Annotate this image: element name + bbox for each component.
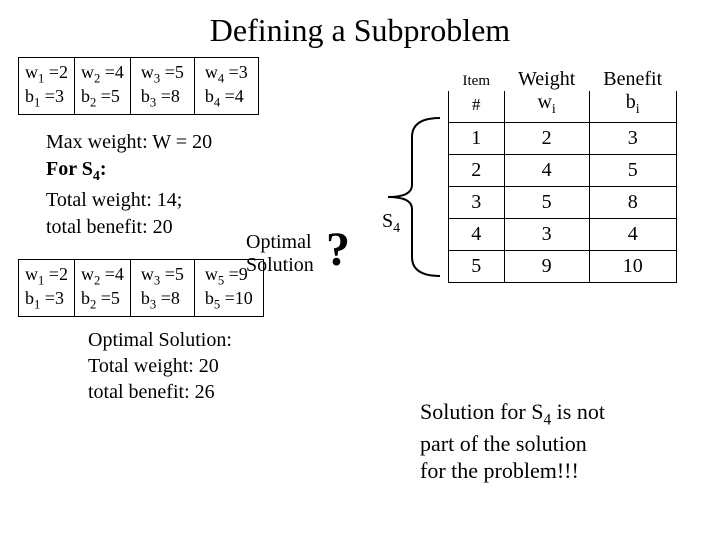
- conc-l3: for the problem!!!: [420, 458, 579, 483]
- cell-w: 3: [504, 219, 589, 251]
- table-row: 245: [449, 155, 677, 187]
- mid-l3: Total weight: 14;: [46, 189, 182, 211]
- optimal-l2: Solution: [246, 254, 314, 276]
- optimal-label: Optimal Solution: [246, 231, 314, 277]
- conc-l1b: is not: [551, 399, 605, 424]
- cell-w: 5: [504, 187, 589, 219]
- cell-n: 3: [449, 187, 505, 219]
- item-box: w1 =2b1 =3: [18, 259, 75, 317]
- cell-b: 8: [589, 187, 676, 219]
- th-item: Item: [449, 64, 505, 91]
- conclusion-text: Solution for S4 is not part of the solut…: [420, 398, 605, 485]
- cell-b: 5: [589, 155, 676, 187]
- th-wi: wi: [504, 91, 589, 123]
- cell-b: 10: [589, 251, 676, 283]
- cell-b: 4: [589, 219, 676, 251]
- table-row: 5910: [449, 251, 677, 283]
- table-row: 358: [449, 187, 677, 219]
- cell-n: 5: [449, 251, 505, 283]
- cell-w: 9: [504, 251, 589, 283]
- cell-w: 2: [504, 123, 589, 155]
- bottom-l3: total benefit: 26: [88, 381, 215, 403]
- item-box: w2 =4b2 =5: [74, 259, 131, 317]
- bottom-text-block: Optimal Solution: Total weight: 20 total…: [88, 327, 702, 405]
- cell-w: 4: [504, 155, 589, 187]
- mid-l2b: :: [100, 158, 107, 180]
- cell-n: 4: [449, 219, 505, 251]
- cell-n: 2: [449, 155, 505, 187]
- question-mark: ?: [326, 222, 350, 277]
- cell-b: 3: [589, 123, 676, 155]
- page-title: Defining a Subproblem: [0, 0, 720, 57]
- mid-l2sub: 4: [93, 169, 100, 184]
- item-box: w2 =4b2 =5: [74, 57, 131, 115]
- th-hash: #: [449, 91, 505, 123]
- table-row: 123: [449, 123, 677, 155]
- cell-n: 1: [449, 123, 505, 155]
- mid-l1a: Max weight: W =: [46, 131, 192, 153]
- bottom-l2: Total weight: 20: [88, 355, 219, 377]
- table-row: 434: [449, 219, 677, 251]
- th-weight: Weight: [504, 64, 589, 91]
- item-box: w4 =3b4 =4: [194, 57, 259, 115]
- item-box: w1 =2b1 =3: [18, 57, 75, 115]
- th-bi: bi: [589, 91, 676, 123]
- conc-l1a: Solution for S: [420, 399, 543, 424]
- item-box: w3 =5b3 =8: [130, 259, 195, 317]
- bottom-l1: Optimal Solution:: [88, 329, 232, 351]
- item-box: w3 =5b3 =8: [130, 57, 195, 115]
- mid-l4: total benefit: 20: [46, 216, 173, 238]
- conc-l2: part of the solution: [420, 431, 587, 456]
- curly-bracket: [360, 118, 440, 276]
- mid-l2a: For S: [46, 158, 93, 180]
- optimal-l1: Optimal: [246, 231, 312, 253]
- mid-l1b: 20: [192, 131, 212, 153]
- items-table: Item Weight Benefit # wi bi 123245358434…: [448, 64, 677, 283]
- th-benefit: Benefit: [589, 64, 676, 91]
